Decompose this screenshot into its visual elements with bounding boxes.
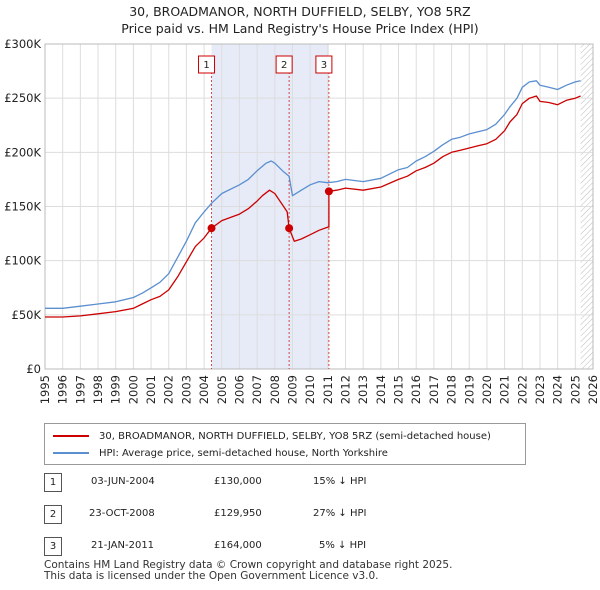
x-tick-label: 1998: [91, 375, 105, 404]
transaction-date: 23-OCT-2008: [89, 508, 155, 519]
transaction-row: 1 03-JUN-2004 £130,000 15% ↓ HPI: [44, 473, 524, 493]
x-tick-label: 2014: [374, 375, 388, 404]
x-tick-label: 2013: [356, 375, 370, 404]
sale-label-box: [275, 55, 293, 74]
transaction-price: £130,000: [214, 476, 262, 487]
legend-item-hpi: HPI: Average price, semi-detached house,…: [53, 446, 388, 460]
transaction-number-badge: 3: [44, 537, 62, 556]
legend-label-hpi: HPI: Average price, semi-detached house,…: [99, 447, 388, 459]
x-tick-label: 1997: [73, 375, 87, 404]
x-tick-label: 2008: [268, 375, 282, 404]
x-tick-label: 2020: [480, 375, 494, 404]
legend-item-price: 30, BROADMANOR, NORTH DUFFIELD, SELBY, Y…: [53, 429, 491, 443]
x-tick-label: 1996: [56, 375, 70, 404]
x-tick-label: 2015: [392, 375, 406, 404]
transaction-row: 2 23-OCT-2008 £129,950 27% ↓ HPI: [44, 505, 524, 525]
x-tick-label: 2000: [126, 375, 140, 404]
transaction-hpi-diff: 15% ↓ HPI: [313, 476, 367, 487]
x-tick-label: 1995: [38, 375, 52, 404]
x-tick-label: 2016: [409, 375, 423, 404]
y-tick-label: £300K: [4, 37, 41, 51]
transaction-date: 03-JUN-2004: [91, 476, 155, 487]
sale-label-number: 3: [321, 60, 327, 71]
x-tick-label: 2025: [568, 375, 582, 404]
y-tick-label: £250K: [4, 91, 41, 105]
sale-label-box: [315, 55, 333, 74]
price-paid-line: [45, 95, 581, 318]
y-tick-label: £0: [26, 362, 41, 376]
transaction-price: £129,950: [214, 508, 262, 519]
x-tick-label: 2004: [197, 375, 211, 404]
footer-line1: Contains HM Land Registry data © Crown c…: [44, 559, 453, 571]
x-tick-label: 2018: [445, 375, 459, 404]
footer-attribution: Contains HM Land Registry data © Crown c…: [44, 560, 452, 582]
transaction-row: 3 21-JAN-2011 £164,000 5% ↓ HPI: [44, 537, 524, 557]
transaction-price: £164,000: [214, 540, 262, 551]
transaction-date: 21-JAN-2011: [91, 540, 155, 551]
x-tick-label: 2009: [285, 375, 299, 404]
x-tick-label: 2003: [179, 375, 193, 404]
transaction-hpi-diff: 5% ↓ HPI: [319, 540, 367, 551]
x-tick-label: 2002: [162, 375, 176, 404]
x-tick-label: 2006: [232, 375, 246, 404]
x-tick-label: 2023: [533, 375, 547, 404]
transaction-number-badge: 1: [44, 473, 62, 492]
legend: 30, BROADMANOR, NORTH DUFFIELD, SELBY, Y…: [44, 423, 526, 465]
chart-title-line2: Price paid vs. HM Land Registry's House …: [121, 21, 479, 36]
y-tick-label: £150K: [4, 200, 41, 214]
y-tick-label: £100K: [4, 254, 41, 268]
x-tick-label: 2011: [321, 375, 335, 404]
x-tick-label: 2019: [462, 375, 476, 404]
sale-label-number: 2: [281, 60, 287, 71]
sale-point: [324, 187, 333, 196]
y-tick-label: £50K: [12, 308, 42, 322]
legend-label-price: 30, BROADMANOR, NORTH DUFFIELD, SELBY, Y…: [99, 430, 491, 442]
sale-label-number: 1: [203, 60, 209, 71]
y-tick-label: £200K: [4, 145, 41, 159]
plot-border: [44, 43, 594, 370]
transaction-hpi-diff: 27% ↓ HPI: [313, 508, 367, 519]
legend-swatch-price: [53, 435, 89, 437]
sale-point: [207, 224, 216, 233]
x-tick-label: 2005: [215, 375, 229, 404]
footer-line2: This data is licensed under the Open Gov…: [44, 570, 379, 582]
x-tick-label: 2012: [339, 375, 353, 404]
x-tick-label: 2021: [498, 375, 512, 404]
x-tick-label: 2001: [144, 375, 158, 404]
legend-swatch-hpi: [53, 452, 89, 454]
x-tick-label: 1999: [109, 375, 123, 404]
x-tick-label: 2017: [427, 375, 441, 404]
sale-label-box: [198, 55, 216, 74]
chart-title-line1: 30, BROADMANOR, NORTH DUFFIELD, SELBY, Y…: [129, 4, 471, 19]
x-tick-label: 2022: [515, 375, 529, 404]
transaction-number-badge: 2: [44, 505, 62, 524]
x-tick-label: 2026: [586, 375, 600, 404]
sale-point: [285, 224, 294, 233]
hpi-line: [45, 80, 581, 309]
x-tick-label: 2007: [250, 375, 264, 404]
x-tick-label: 2024: [551, 375, 565, 404]
x-tick-label: 2010: [303, 375, 317, 404]
